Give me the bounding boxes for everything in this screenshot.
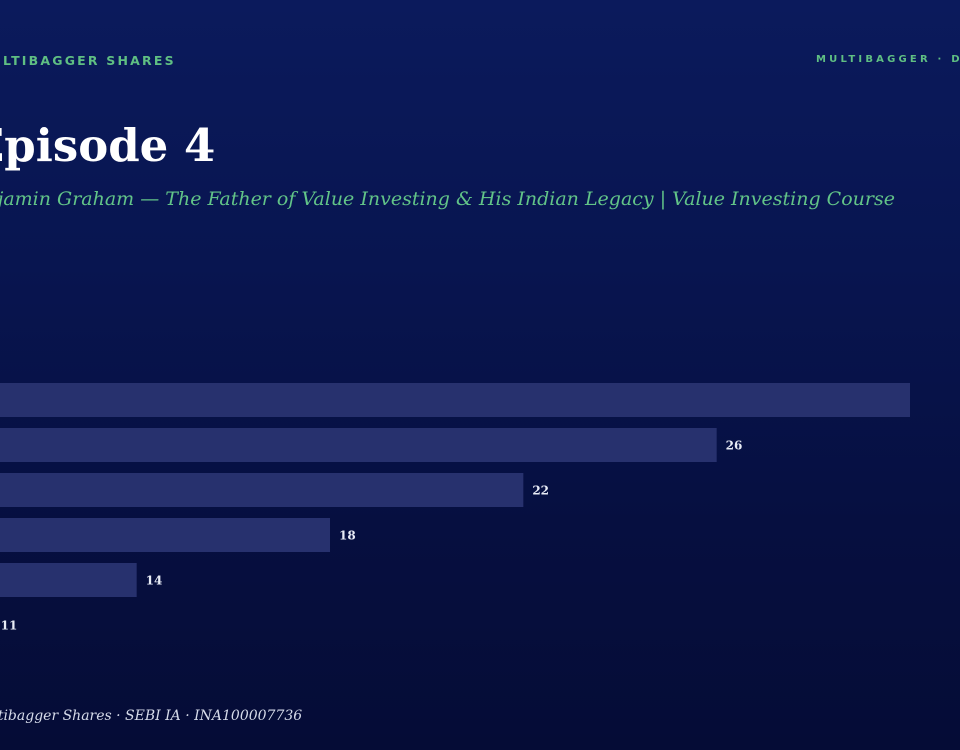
brand-left: MULTIBAGGER SHARES xyxy=(0,53,176,68)
bar-0 xyxy=(0,383,910,417)
bar-3 xyxy=(0,518,330,552)
bar-value-label-5: 11 xyxy=(1,619,18,633)
episode-subtitle: Benjamin Graham — The Father of Value In… xyxy=(0,188,895,210)
bar-value-label-3: 18 xyxy=(339,529,356,543)
episode-title: Episode 4 xyxy=(0,119,216,172)
bar-4 xyxy=(0,563,137,597)
bar-value-label-1: 26 xyxy=(726,439,743,453)
bar-2 xyxy=(0,473,524,507)
bar-value-label-2: 22 xyxy=(532,484,549,498)
footer-disclaimer: Multibagger Shares · SEBI IA · INA100007… xyxy=(0,708,303,724)
bar-value-label-4: 14 xyxy=(146,574,163,588)
bar-1 xyxy=(0,428,717,462)
brand-right: MULTIBAGGER · D xyxy=(816,54,960,65)
